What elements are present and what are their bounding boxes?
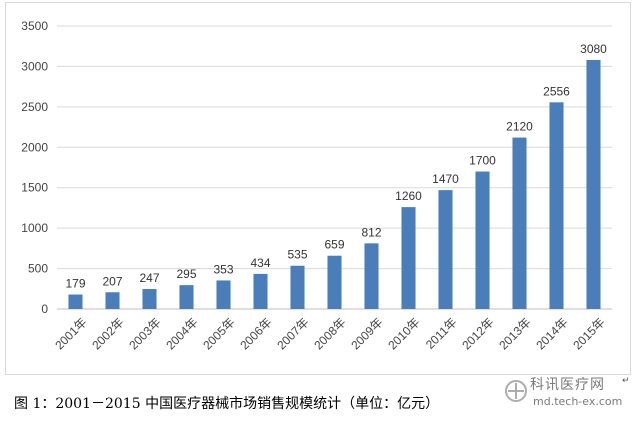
data-label: 659 <box>324 238 344 252</box>
data-label: 2120 <box>506 120 533 134</box>
data-label: 179 <box>65 277 85 291</box>
x-tick-label: 2002年 <box>89 315 126 352</box>
data-label: 3080 <box>580 42 607 56</box>
data-label: 295 <box>176 267 196 281</box>
bar <box>475 171 490 309</box>
data-label: 1260 <box>395 189 422 203</box>
bar-chart: 0 500 1000 1500 2000 2500 3000 3500 179 2001年 207 2… <box>21 19 612 352</box>
x-tick-label: 2005年 <box>200 315 237 352</box>
x-tick-label: 2008年 <box>311 315 348 352</box>
x-tick-label: 2009年 <box>348 315 385 352</box>
y-tick-label: 1000 <box>21 221 48 235</box>
data-label: 535 <box>287 248 307 262</box>
x-tick-label: 2007年 <box>274 315 311 352</box>
y-tick-label: 3000 <box>21 59 48 73</box>
bar <box>253 273 268 309</box>
x-tick-label: 2004年 <box>163 315 200 352</box>
bar <box>549 102 564 310</box>
data-label: 2556 <box>543 84 570 98</box>
watermark-logo-icon <box>505 380 527 402</box>
x-tick-label: 2003年 <box>126 315 163 352</box>
y-tick-label: 3500 <box>21 19 48 33</box>
chart-frame: 0 500 1000 1500 2000 2500 3000 3500 179 2001年 207 2… <box>5 2 631 375</box>
x-tick-label: 2011年 <box>423 315 460 352</box>
bar <box>586 59 601 310</box>
y-tick-label: 2500 <box>21 100 48 114</box>
data-label: 247 <box>139 271 159 285</box>
x-tick-label: 2001年 <box>52 315 89 352</box>
paragraph-mark: ↵ <box>622 376 630 386</box>
figure-caption: 图 1：2001－2015 中国医疗器械市场销售规模统计（单位：亿元） <box>14 396 440 412</box>
data-label: 812 <box>361 225 381 239</box>
watermark-url: md.tech-ex.com <box>533 395 623 408</box>
data-label: 434 <box>250 256 270 270</box>
bar <box>216 280 231 309</box>
data-label: 207 <box>102 274 122 288</box>
x-tick-label: 2012年 <box>459 315 496 352</box>
bar <box>179 285 194 309</box>
y-tick-label: 2000 <box>21 140 48 154</box>
y-tick-label: 0 <box>41 302 48 316</box>
data-label: 1700 <box>469 154 496 168</box>
x-tick-label: 2014年 <box>533 315 570 352</box>
bar <box>364 243 379 309</box>
x-tick-label: 2006年 <box>237 315 274 352</box>
x-tick-label: 2015年 <box>570 315 607 352</box>
bar <box>401 207 416 309</box>
bar <box>290 265 305 309</box>
bar <box>142 289 157 309</box>
x-tick-label: 2010年 <box>385 315 422 352</box>
y-tick-label: 500 <box>28 262 48 276</box>
data-label: 353 <box>213 262 233 276</box>
bar <box>438 190 453 309</box>
y-tick-label: 1500 <box>21 181 48 195</box>
x-tick-label: 2013年 <box>496 315 533 352</box>
bar <box>105 292 120 309</box>
bar <box>512 137 527 309</box>
data-label: 1470 <box>432 172 459 186</box>
watermark-brand: 科讯医疗网 <box>530 377 605 393</box>
bar <box>68 294 83 309</box>
bar <box>327 255 342 309</box>
